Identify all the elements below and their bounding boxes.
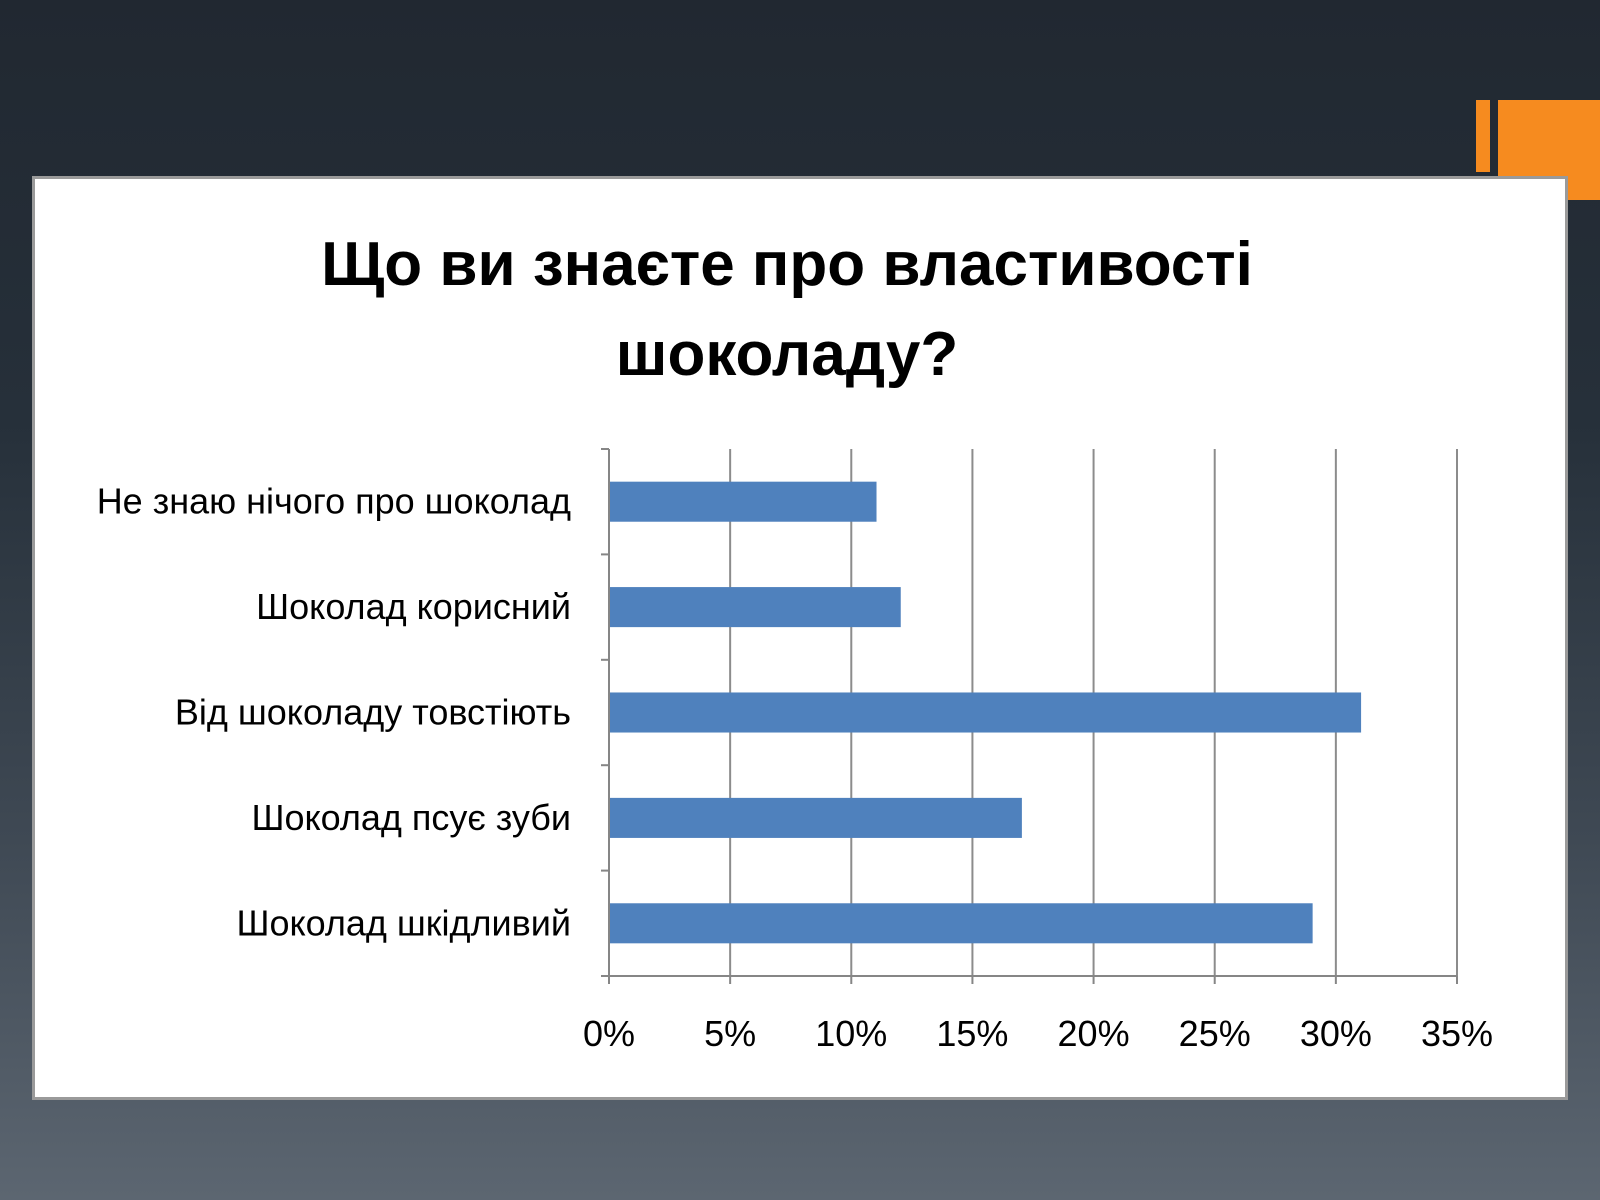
plot-area: 0% 5% 10% 15% 20% 25% 30% 35% Не знаю нічого про…	[97, 448, 1493, 1054]
category-label: Шоколад шкідливий	[236, 902, 571, 943]
bar	[610, 903, 1313, 944]
x-tick-label: 30%	[1300, 1013, 1372, 1054]
category-label: Не знаю нічого про шоколад	[97, 481, 571, 522]
x-tick-label: 10%	[815, 1013, 887, 1054]
chart-title-line-2: шоколаду?	[616, 320, 958, 389]
bar	[610, 587, 901, 628]
bar	[610, 797, 1022, 838]
bar	[610, 692, 1362, 733]
chart-title-line-1: Що ви знаєте про властивості	[321, 230, 1253, 299]
chart-frame: Що ви знаєте про властивості шоколаду? 0…	[32, 176, 1568, 1100]
category-label: Шоколад корисний	[256, 586, 571, 627]
bar	[610, 481, 877, 522]
bar-chart: Що ви знаєте про властивості шоколаду? 0…	[97, 230, 1493, 1054]
x-tick-label: 25%	[1179, 1013, 1251, 1054]
x-tick-label: 20%	[1058, 1013, 1130, 1054]
accent-stripe	[1476, 100, 1490, 172]
x-tick-label: 5%	[704, 1013, 756, 1054]
x-tick-label: 15%	[936, 1013, 1008, 1054]
x-tick-label: 0%	[583, 1013, 635, 1054]
x-tick-label: 35%	[1421, 1013, 1493, 1054]
category-label: Шоколад псує зуби	[251, 797, 571, 838]
category-label: Від шоколаду товстіють	[175, 692, 571, 733]
